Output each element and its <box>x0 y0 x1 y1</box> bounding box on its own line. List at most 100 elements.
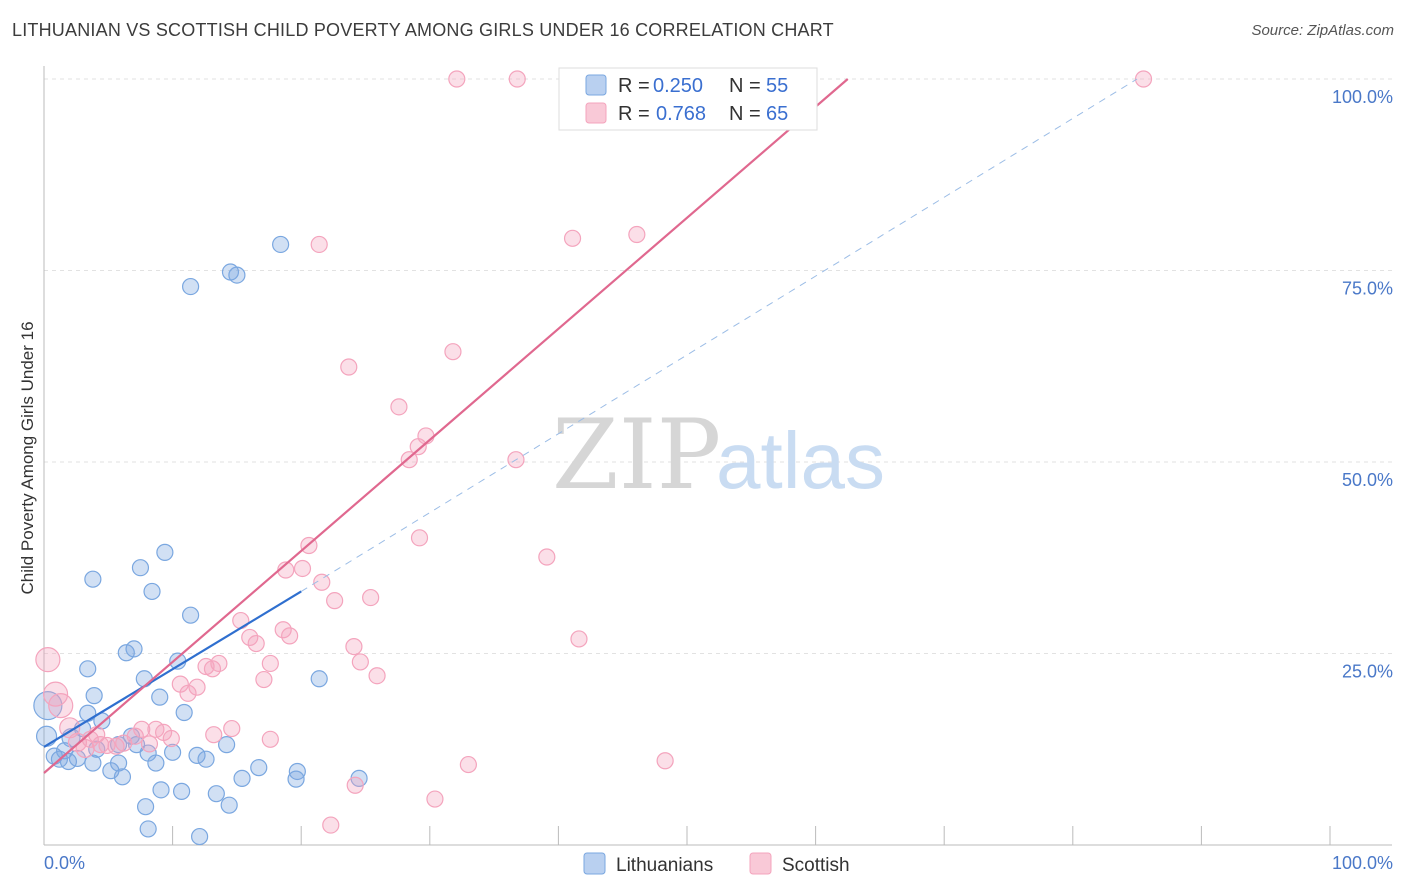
point-scottish-40 <box>390 398 408 416</box>
point-scottish-28 <box>255 670 273 689</box>
point-scottish-55 <box>444 343 462 361</box>
point-scottish-51 <box>570 630 588 648</box>
point-lithuanians-53 <box>310 670 328 688</box>
watermark-zip: ZIP <box>552 399 721 511</box>
point-lithuanians-14 <box>85 687 103 705</box>
point-scottish-27 <box>247 634 265 653</box>
point-lithuanians-28 <box>151 688 169 706</box>
point-scottish-35 <box>326 592 344 610</box>
point-lithuanians-49 <box>182 277 200 296</box>
axis-ticks: 25.0% 50.0% 75.0% 100.0% 0.0% 100.0% <box>44 87 1393 873</box>
x-tick-label-0: 0.0% <box>44 853 85 873</box>
point-lithuanians-29 <box>156 543 174 561</box>
x-tick-label-1: 100.0% <box>1332 853 1393 873</box>
point-lithuanians-13 <box>79 660 97 678</box>
point-scottish-2 <box>48 692 74 719</box>
watermark: ZIP atlas <box>552 399 885 511</box>
point-scottish-39 <box>368 667 386 685</box>
point-scottish-14 <box>140 735 159 753</box>
point-lithuanians-44 <box>233 769 251 787</box>
legend-r-value-lithuanians: 0.250 <box>653 75 703 97</box>
point-scottish-58 <box>448 70 466 88</box>
legend-r-label-lithuanians: R = <box>618 75 650 97</box>
point-scottish-19 <box>179 684 197 702</box>
point-lithuanians-26 <box>143 582 161 601</box>
point-lithuanians-24 <box>135 670 153 688</box>
point-lithuanians-9 <box>79 704 97 722</box>
point-lithuanians-54 <box>113 768 132 786</box>
point-lithuanians-39 <box>191 827 209 846</box>
trend-line-scottish <box>43 78 849 774</box>
point-scottish-37 <box>345 638 363 656</box>
point-lithuanians-18 <box>117 644 135 662</box>
point-scottish-23 <box>210 654 228 673</box>
gridlines <box>44 78 1392 654</box>
point-scottish-64 <box>205 726 223 744</box>
point-scottish-61 <box>1134 70 1153 88</box>
legend-n-value-scottish: 65 <box>766 103 788 125</box>
point-lithuanians-41 <box>220 796 238 814</box>
point-scottish-47 <box>426 790 444 808</box>
point-lithuanians-45 <box>250 759 268 777</box>
point-scottish-34 <box>313 573 331 591</box>
point-scottish-29 <box>261 654 279 673</box>
y-tick-label-1: 50.0% <box>1342 470 1393 490</box>
point-lithuanians-5 <box>59 752 78 771</box>
point-scottish-56 <box>310 235 328 254</box>
point-scottish-12 <box>126 727 144 745</box>
point-lithuanians-32 <box>175 703 193 722</box>
point-scottish-13 <box>133 720 151 738</box>
watermark-atlas: atlas <box>716 416 885 505</box>
bottom-legend: Lithuanians Scottish <box>583 852 850 876</box>
point-lithuanians-1 <box>35 725 58 747</box>
point-scottish-57 <box>340 358 358 376</box>
point-scottish-46 <box>322 816 340 834</box>
y-tick-label-2: 75.0% <box>1342 279 1393 299</box>
point-scottish-53 <box>628 225 646 244</box>
point-scottish-25 <box>232 611 250 630</box>
point-scottish-52 <box>563 229 582 247</box>
trend-line-lithuanians <box>43 590 302 748</box>
y-tick-label-0: 25.0% <box>1342 662 1393 682</box>
trend-line-lithuanians-extension <box>300 78 1138 592</box>
series-scottish <box>35 70 1153 834</box>
point-scottish-44 <box>410 529 429 547</box>
point-lithuanians-36 <box>152 781 170 799</box>
point-lithuanians-7 <box>68 749 87 768</box>
legend-n-value-lithuanians: 55 <box>766 75 788 97</box>
point-lithuanians-51 <box>228 266 246 284</box>
point-lithuanians-35 <box>136 798 155 816</box>
point-lithuanians-43 <box>218 736 236 754</box>
point-scottish-48 <box>459 755 477 774</box>
y-tick-label-3: 100.0% <box>1332 87 1393 107</box>
point-lithuanians-15 <box>84 570 102 588</box>
point-scottish-9 <box>98 736 116 755</box>
point-scottish-45 <box>346 776 364 794</box>
point-lithuanians-27 <box>147 754 165 772</box>
point-lithuanians-38 <box>139 820 157 838</box>
bottom-legend-swatch-lithuanians <box>583 852 606 875</box>
point-lithuanians-17 <box>109 754 128 772</box>
point-lithuanians-40 <box>207 785 225 803</box>
legend-n-label-scottish: N = <box>729 103 761 125</box>
point-lithuanians-42 <box>197 750 215 768</box>
point-lithuanians-0 <box>33 690 63 721</box>
point-lithuanians-10 <box>84 754 102 772</box>
point-lithuanians-52 <box>272 235 290 254</box>
trend-lines <box>43 78 1138 774</box>
legend-r-label-scottish: R = <box>618 103 650 125</box>
bottom-legend-lithuanians: Lithuanians <box>616 855 713 876</box>
legend-swatch-scottish <box>585 102 607 124</box>
bottom-legend-scottish: Scottish <box>782 855 850 876</box>
point-scottish-17 <box>162 729 180 748</box>
legend-swatch-lithuanians <box>585 74 607 96</box>
point-lithuanians-33 <box>182 606 200 624</box>
point-scottish-54 <box>656 752 674 770</box>
point-scottish-38 <box>351 653 369 671</box>
series-lithuanians <box>33 235 368 846</box>
point-scottish-41 <box>400 451 418 469</box>
chart-title: LITHUANIAN VS SCOTTISH CHILD POVERTY AMO… <box>12 20 834 40</box>
bottom-legend-swatch-scottish <box>749 852 772 875</box>
point-lithuanians-47 <box>287 770 305 788</box>
